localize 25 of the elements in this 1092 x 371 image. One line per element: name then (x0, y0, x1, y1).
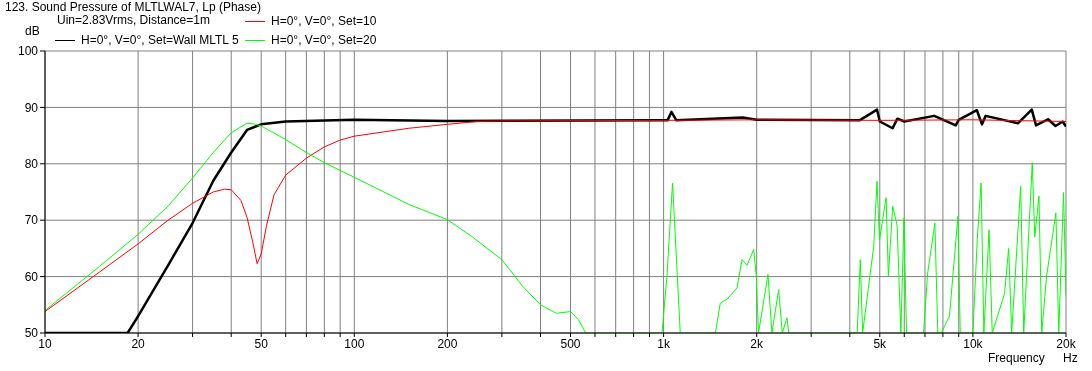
text: Uin=2.83Vrms, Distance=1m (57, 13, 210, 27)
y-tick-label: 80 (24, 157, 39, 172)
x-tick-label: 1k (657, 336, 671, 351)
chart-title: 123. Sound Pressure of MLTLWAL7, Lp (Phase) (5, 0, 261, 14)
x-tick-label: 50 (254, 336, 269, 351)
x-tick-label: 5k (873, 336, 888, 351)
text: Hz (1063, 351, 1078, 365)
x-tick-label: 10 (38, 336, 52, 351)
x-tick-label: 500 (560, 336, 581, 351)
y-tick-label: 90 (24, 100, 39, 115)
y-tick-label: 50 (24, 326, 39, 341)
x-tick-label: 2k (750, 336, 765, 351)
x-tick-label: 10k (963, 336, 984, 351)
x-tick-label: 20k (1056, 336, 1077, 351)
x-axis-title: Frequency (988, 351, 1045, 365)
x-tick-label: 200 (437, 336, 458, 351)
x-tick-label: 100 (344, 336, 365, 351)
legend-label: H=0°, V=0°, Set=Wall MLTL 5 (81, 33, 239, 47)
y-tick-label: 100 (17, 44, 39, 59)
y-tick-label: 70 (24, 213, 39, 228)
legend-label: H=0°, V=0°, Set=20 (271, 33, 377, 47)
y-axis-title: dB (25, 24, 40, 38)
y-tick-label: 60 (24, 269, 39, 284)
legend-label: H=0°, V=0°, Set=10 (271, 14, 377, 28)
x-tick-label: 20 (131, 336, 146, 351)
